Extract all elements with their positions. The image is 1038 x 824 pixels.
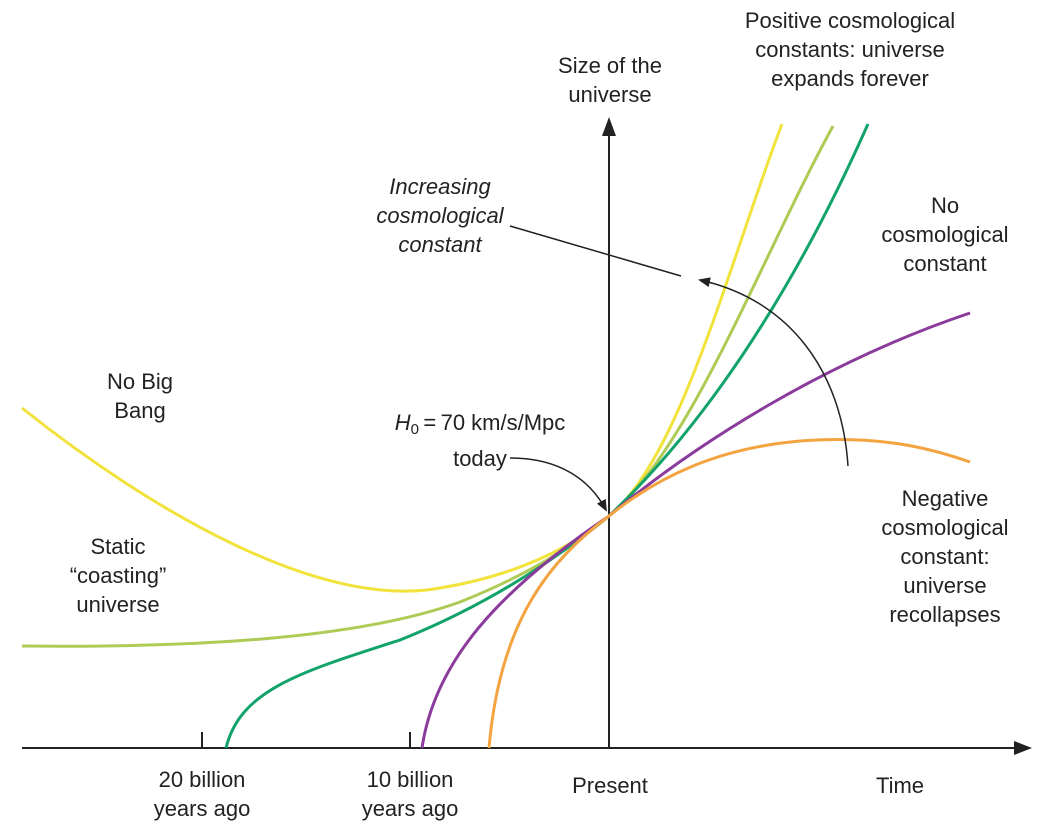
label-negative-constant: Negative cosmological constant: universe… xyxy=(881,486,1009,627)
x-axis-label: Time xyxy=(875,773,925,798)
label-hubble-constant: H0 = 70 km/s/Mpc today xyxy=(394,410,566,471)
increasing-arrow xyxy=(698,277,849,467)
tick-label-10-billion: 10 billion years ago xyxy=(361,767,459,821)
label-static-coasting: Static “coasting” universe xyxy=(69,534,167,617)
y-axis-arrow-icon xyxy=(602,117,616,136)
label-no-big-bang: No Big Bang xyxy=(106,369,174,423)
hubble-arrow xyxy=(509,457,607,512)
label-increasing-constant: Increasing cosmological constant xyxy=(376,174,504,257)
x-axis-arrow-icon xyxy=(1014,741,1032,755)
tick-label-present: Present xyxy=(572,773,648,798)
label-no-constant: No cosmological constant xyxy=(881,193,1009,276)
increasing-pointer-line xyxy=(509,225,682,277)
curve-no-big-bang xyxy=(21,123,784,593)
y-axis-label: Size of the universe xyxy=(558,53,662,107)
label-positive-constants: Positive cosmological constants: univers… xyxy=(744,8,956,91)
tick-label-20-billion: 20 billion years ago xyxy=(153,767,251,821)
curve-positive-green xyxy=(224,123,870,749)
curve-negative-recollapse xyxy=(487,438,971,749)
